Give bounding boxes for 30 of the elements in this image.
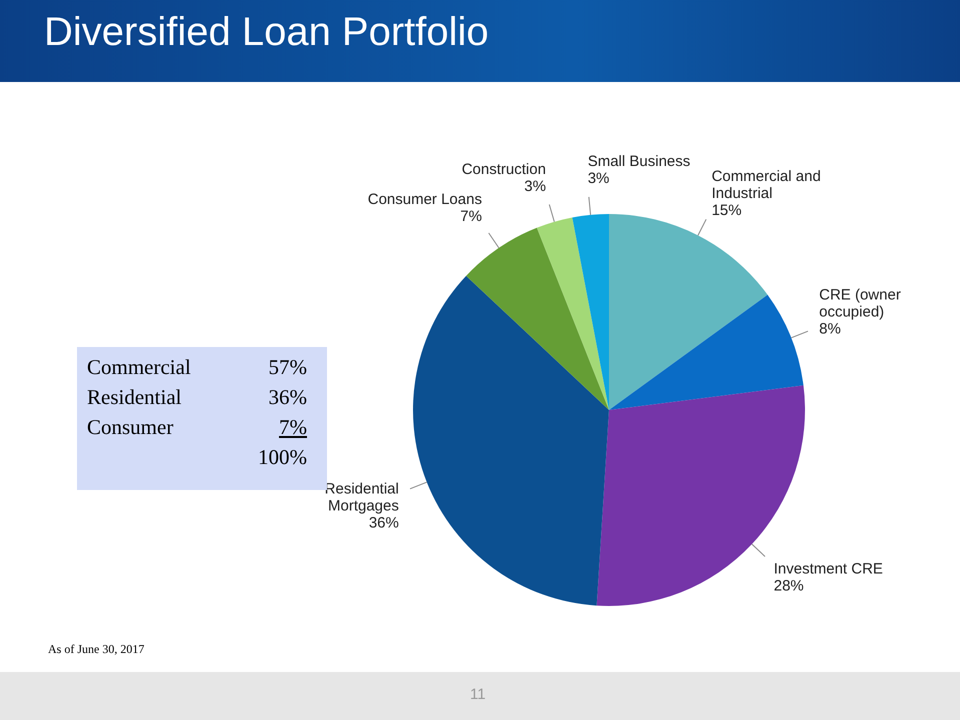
pie-slice	[609, 214, 768, 410]
slice-label: Residential Mortgages	[324, 480, 399, 515]
text: 7%	[279, 415, 307, 440]
pie-slice	[536, 217, 609, 410]
data-label: 28%	[774, 578, 804, 595]
data-label: 7%	[460, 208, 482, 226]
text: 57%	[268, 355, 307, 380]
data-label: 8%	[819, 320, 841, 338]
chart-title: Diversified Loan Portfolio	[44, 10, 489, 55]
data-label: 36%	[368, 514, 399, 532]
text: 36%	[268, 385, 307, 410]
slice-label: Construction	[462, 160, 546, 178]
slice-label: Commercial and Industrial	[712, 168, 821, 202]
data-label: 3%	[588, 170, 610, 188]
slice-label: Small Business	[588, 153, 690, 170]
text: As of June 30, 2017	[48, 642, 144, 657]
data-label: 3%	[524, 178, 546, 195]
text: 100%	[258, 445, 307, 470]
text: Consumer	[87, 415, 174, 440]
text: Residential	[87, 385, 182, 410]
text: Commercial	[87, 355, 191, 380]
pie-slice	[572, 214, 609, 410]
text: 11	[470, 686, 486, 703]
pie-slice	[609, 294, 804, 410]
slice-label: CRE (owner occupied)	[819, 286, 901, 320]
slice-label: Investment CRE	[774, 560, 883, 578]
slice-label: Consumer Loans	[368, 191, 482, 208]
data-label: 15%	[712, 202, 742, 220]
pie-slice	[413, 276, 609, 606]
pie-slice	[466, 228, 609, 410]
